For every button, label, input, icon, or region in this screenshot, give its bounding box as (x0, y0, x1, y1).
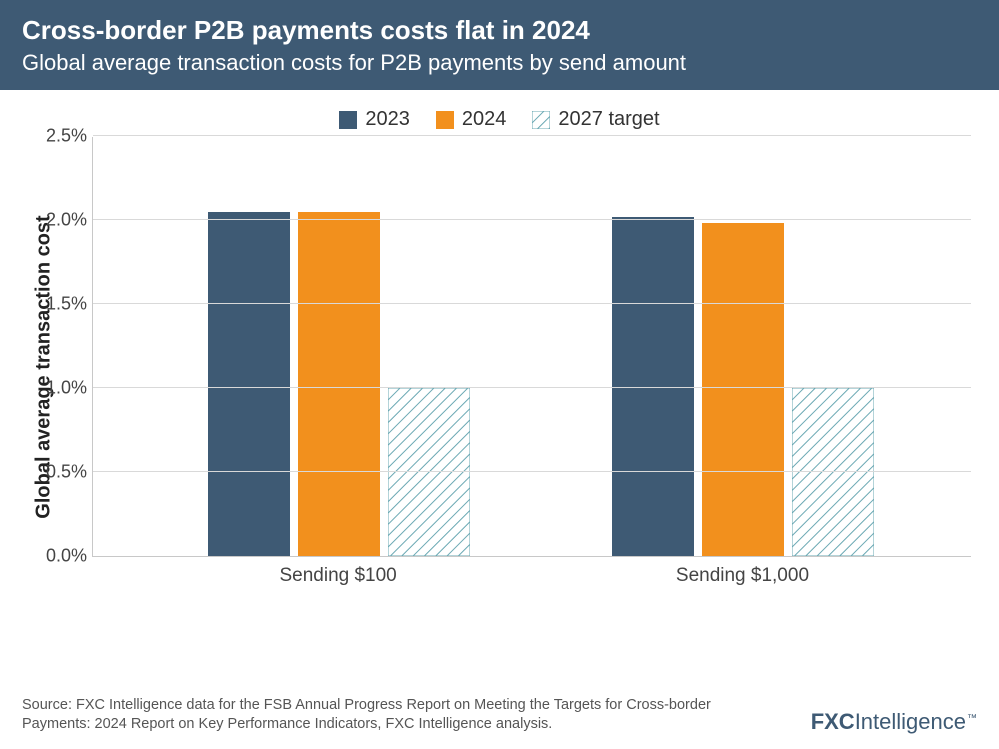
legend-swatch-icon (436, 111, 454, 129)
gridline (93, 135, 971, 136)
legend-label: 2027 target (558, 108, 659, 131)
y-tick-label: 2.0% (35, 210, 87, 231)
y-tick-label: 1.0% (35, 378, 87, 399)
x-category-label: Sending $1,000 (676, 565, 809, 587)
gridline (93, 303, 971, 304)
legend-label: 2023 (365, 108, 410, 131)
legend-swatch-icon (339, 111, 357, 129)
legend-item: 2027 target (532, 108, 659, 131)
legend-item: 2024 (436, 108, 507, 131)
plot-area: Global average transaction cost 0.0%0.5%… (92, 137, 971, 597)
bar (298, 212, 380, 556)
bar-group (208, 212, 470, 556)
y-tick-label: 2.5% (35, 126, 87, 147)
legend: 2023 2024 2027 target (28, 108, 971, 131)
gridline (93, 387, 971, 388)
brand-logo: FXCIntelligence™ (811, 709, 977, 735)
footer: Source: FXC Intelligence data for the FS… (0, 688, 999, 749)
y-tick-label: 0.5% (35, 462, 87, 483)
bar (388, 388, 470, 556)
chart-header: Cross-border P2B payments costs flat in … (0, 0, 999, 90)
trademark-icon: ™ (967, 713, 977, 724)
x-labels: Sending $100 Sending $1,000 (92, 557, 971, 593)
source-text: Source: FXC Intelligence data for the FS… (22, 696, 782, 735)
chart-subtitle: Global average transaction costs for P2B… (22, 49, 977, 77)
legend-swatch-icon (532, 111, 550, 129)
bar (208, 212, 290, 556)
y-tick-label: 0.0% (35, 546, 87, 567)
bar (792, 388, 874, 556)
grid-area: 0.0%0.5%1.0%1.5%2.0%2.5% (92, 137, 971, 557)
chart-area: 2023 2024 2027 target Global average trans… (0, 90, 999, 650)
bars-layer (93, 137, 971, 556)
legend-item: 2023 (339, 108, 410, 131)
gridline (93, 471, 971, 472)
gridline (93, 219, 971, 220)
y-tick-label: 1.5% (35, 294, 87, 315)
brand-bold: FXC (811, 709, 855, 734)
x-category-label: Sending $100 (279, 565, 396, 587)
legend-label: 2024 (462, 108, 507, 131)
brand-light: Intelligence (855, 709, 966, 734)
bar (702, 223, 784, 556)
chart-title: Cross-border P2B payments costs flat in … (22, 14, 977, 47)
